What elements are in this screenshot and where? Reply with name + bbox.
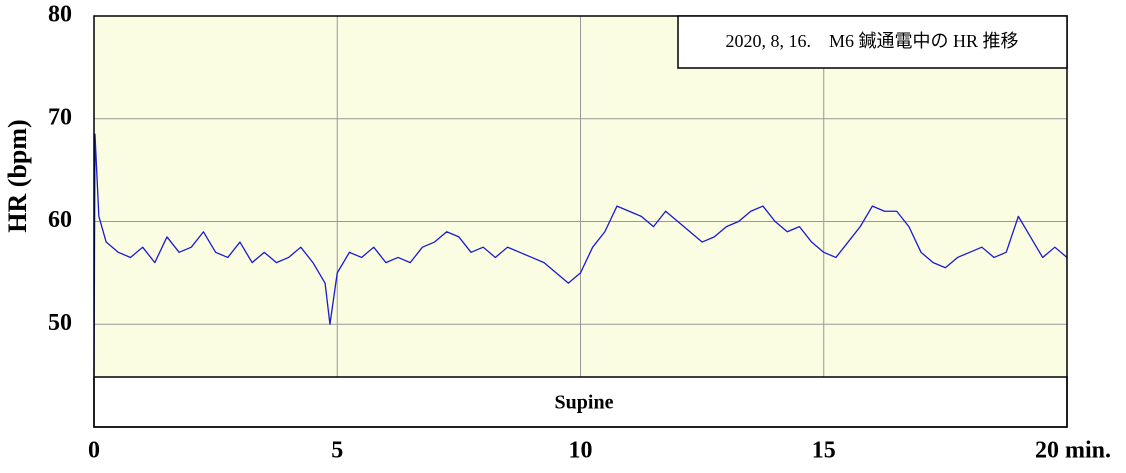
y-tick-label: 50	[48, 310, 72, 336]
chart-title: 2020, 8, 16. M6 鍼通電中の HR 推移	[725, 31, 1018, 51]
y-tick-label: 80	[48, 2, 72, 28]
y-tick-label: 60	[48, 207, 72, 233]
plot-frame	[93, 15, 1068, 428]
data-line	[93, 133, 1068, 376]
title-box	[677, 15, 1068, 69]
y-axis-label: HR (bpm)	[3, 119, 32, 232]
band-label: Supine	[555, 392, 614, 414]
x-tick-label: 5	[331, 438, 343, 464]
y-tick-label: 70	[48, 104, 72, 130]
x-tick-label: 20 min.	[1035, 438, 1111, 464]
band	[93, 376, 1068, 428]
x-tick-label: 10	[569, 438, 593, 464]
x-tick-label: 15	[812, 438, 836, 464]
x-tick-label: 0	[88, 438, 100, 464]
